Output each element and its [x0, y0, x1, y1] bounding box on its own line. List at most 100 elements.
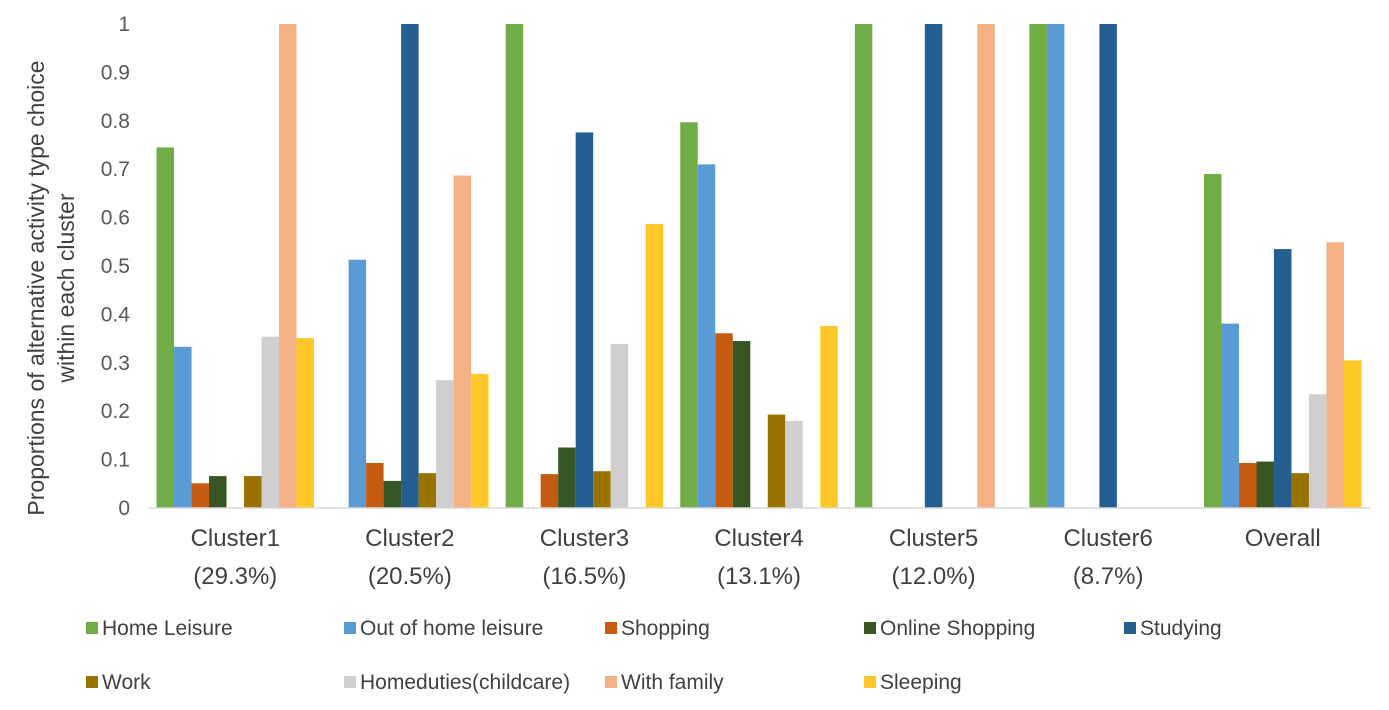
bar — [1203, 174, 1222, 509]
legend: Home Leisure Out of home leisure Shopping O… — [86, 617, 1222, 694]
legend-label: Online Shopping — [880, 617, 1035, 640]
y-tick-label: 0.6 — [101, 207, 130, 230]
x-category-share: (13.1%) — [717, 563, 801, 590]
bar — [1099, 24, 1117, 508]
bar — [854, 24, 873, 508]
y-axis-ticks: 0 0.1 0.2 0.3 0.4 0.5 0.6 0.7 0.8 0.9 1 — [101, 13, 131, 520]
legend-swatch — [344, 676, 356, 688]
bar — [1238, 462, 1257, 508]
bar — [1291, 473, 1309, 508]
legend-item: Studying — [1124, 617, 1222, 640]
y-axis-title-text: Proportions of alternative activity type… — [23, 60, 79, 515]
legend-swatch — [86, 622, 98, 634]
y-tick-label: 1 — [118, 13, 130, 36]
x-category-share: (12.0%) — [892, 563, 976, 590]
x-category-share: (20.5%) — [368, 563, 452, 590]
bar — [680, 122, 698, 508]
bar — [296, 338, 315, 508]
x-category-label: Cluster4 — [714, 525, 803, 552]
legend-label: Work — [102, 671, 151, 694]
legend-label: Homeduties(childcare) — [360, 671, 570, 694]
bar — [279, 24, 297, 508]
legend-swatch — [605, 676, 617, 688]
x-axis-labels: Cluster1 (29.3%) Cluster2 (20.5%) Cluster3 (1… — [191, 525, 1321, 590]
bar — [383, 480, 402, 508]
legend-item: Shopping — [605, 617, 710, 640]
y-tick-label: 0.3 — [101, 352, 130, 375]
legend-swatch — [86, 676, 98, 688]
y-tick-label: 0.8 — [101, 110, 130, 133]
bar — [209, 476, 227, 508]
x-category-share: (16.5%) — [542, 563, 626, 590]
bar — [645, 223, 664, 508]
y-tick-label: 0.2 — [101, 400, 130, 423]
bar — [436, 380, 454, 508]
legend-item: Sleeping — [864, 671, 962, 694]
bar — [244, 476, 262, 508]
bar — [1029, 24, 1047, 508]
y-tick-label: 0 — [118, 497, 130, 520]
bar — [732, 341, 751, 508]
legend-swatch — [1124, 622, 1136, 634]
bar — [785, 420, 803, 508]
bar — [156, 147, 175, 509]
bar — [366, 462, 384, 508]
bar — [715, 333, 733, 508]
legend-item: Out of home leisure — [344, 617, 543, 640]
legend-label: Out of home leisure — [360, 617, 543, 640]
legend-item: Homeduties(childcare) — [344, 671, 570, 694]
bar — [575, 132, 594, 508]
bar — [505, 24, 524, 508]
y-tick-label: 0.1 — [101, 449, 130, 472]
y-tick-label: 0.9 — [101, 61, 130, 84]
bar — [1308, 394, 1327, 508]
bar — [1046, 24, 1065, 508]
legend-label: Studying — [1140, 617, 1222, 640]
legend-swatch — [864, 622, 876, 634]
bars — [156, 24, 1362, 509]
bar — [261, 336, 280, 508]
bar — [348, 259, 367, 508]
legend-label: With family — [621, 671, 724, 694]
legend-item: Online Shopping — [864, 617, 1035, 640]
legend-label: Shopping — [621, 617, 710, 640]
y-axis-title-line: within each cluster — [53, 193, 79, 384]
bar — [191, 483, 210, 508]
x-category-share: (29.3%) — [193, 563, 277, 590]
bar — [610, 343, 629, 508]
x-category-label: Cluster6 — [1063, 525, 1152, 552]
legend-swatch — [864, 676, 876, 688]
bar — [471, 373, 489, 508]
legend-swatch — [344, 622, 356, 634]
legend-item: Home Leisure — [86, 617, 233, 640]
bar — [697, 164, 716, 509]
bar — [1221, 323, 1239, 508]
bar — [401, 24, 419, 508]
bar — [977, 24, 995, 508]
y-tick-label: 0.4 — [101, 303, 131, 326]
x-category-share: (8.7%) — [1073, 563, 1144, 590]
bar — [418, 473, 437, 508]
bar — [174, 346, 192, 508]
y-tick-label: 0.7 — [101, 158, 130, 181]
x-category-label: Overall — [1245, 525, 1321, 552]
y-axis-title-line: Proportions of alternative activity type… — [23, 60, 49, 515]
bar — [1343, 360, 1362, 508]
x-category-label: Cluster2 — [365, 525, 454, 552]
legend-swatch — [605, 622, 617, 634]
x-category-label: Cluster3 — [540, 525, 629, 552]
bar — [1256, 461, 1274, 508]
x-category-label: Cluster1 — [191, 525, 280, 552]
bar — [820, 326, 838, 508]
y-axis-title: Proportions of alternative activity type… — [23, 60, 79, 515]
bar — [1273, 249, 1292, 508]
legend-item: Work — [86, 671, 151, 694]
y-tick-label: 0.5 — [101, 255, 130, 278]
legend-label: Home Leisure — [102, 617, 233, 640]
bar — [593, 471, 611, 508]
bar — [540, 474, 559, 508]
legend-item: With family — [605, 671, 724, 694]
bar — [1326, 242, 1344, 508]
